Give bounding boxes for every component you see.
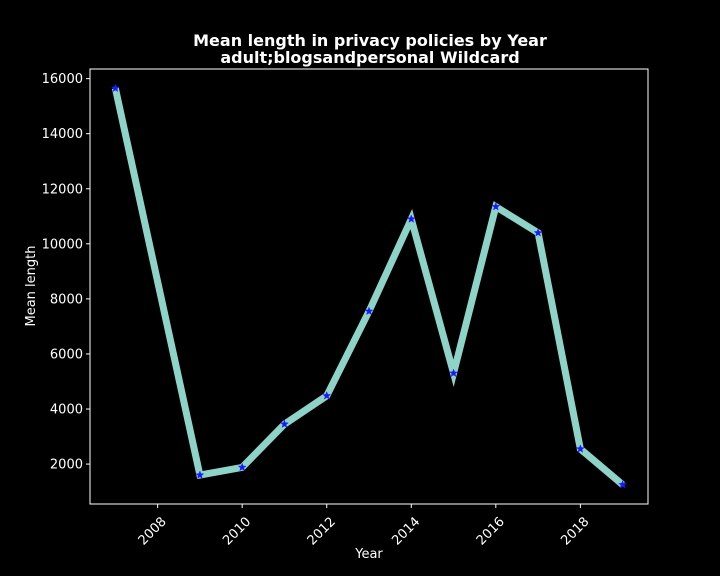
data-point-marker xyxy=(491,201,501,211)
y-tick-label: 12000 xyxy=(42,182,83,197)
y-tick-label: 4000 xyxy=(50,403,83,418)
data-point-marker xyxy=(575,444,585,453)
y-tick-label: 6000 xyxy=(50,347,83,362)
chart-title: Mean length in privacy policies by Year xyxy=(193,31,547,50)
data-point-marker xyxy=(322,391,332,400)
data-point-marker xyxy=(533,228,543,237)
data-point-marker xyxy=(279,419,289,428)
y-axis-label: Mean length xyxy=(24,246,39,327)
y-tick-label: 8000 xyxy=(50,292,83,307)
data-point-marker xyxy=(195,470,205,479)
y-tick-label: 16000 xyxy=(42,72,83,87)
data-point-marker xyxy=(449,368,459,378)
series-layer xyxy=(110,83,628,489)
data-point-marker xyxy=(406,214,416,223)
y-axis: 2000 4000 6000 8000 10000 12000 14000 16000 xyxy=(42,72,90,473)
y-tick-label: 2000 xyxy=(50,458,83,473)
x-axis-label: Year xyxy=(354,547,383,562)
data-point-marker xyxy=(364,306,374,316)
data-point-marker xyxy=(618,480,628,489)
y-tick-label: 10000 xyxy=(42,237,83,252)
chart-subtitle: adult;blogsandpersonal Wildcard xyxy=(220,48,519,67)
data-point-marker xyxy=(237,462,247,472)
data-point-marker xyxy=(110,83,120,93)
plot-frame xyxy=(89,68,649,505)
y-tick-label: 14000 xyxy=(42,127,83,142)
series-line xyxy=(111,87,625,488)
